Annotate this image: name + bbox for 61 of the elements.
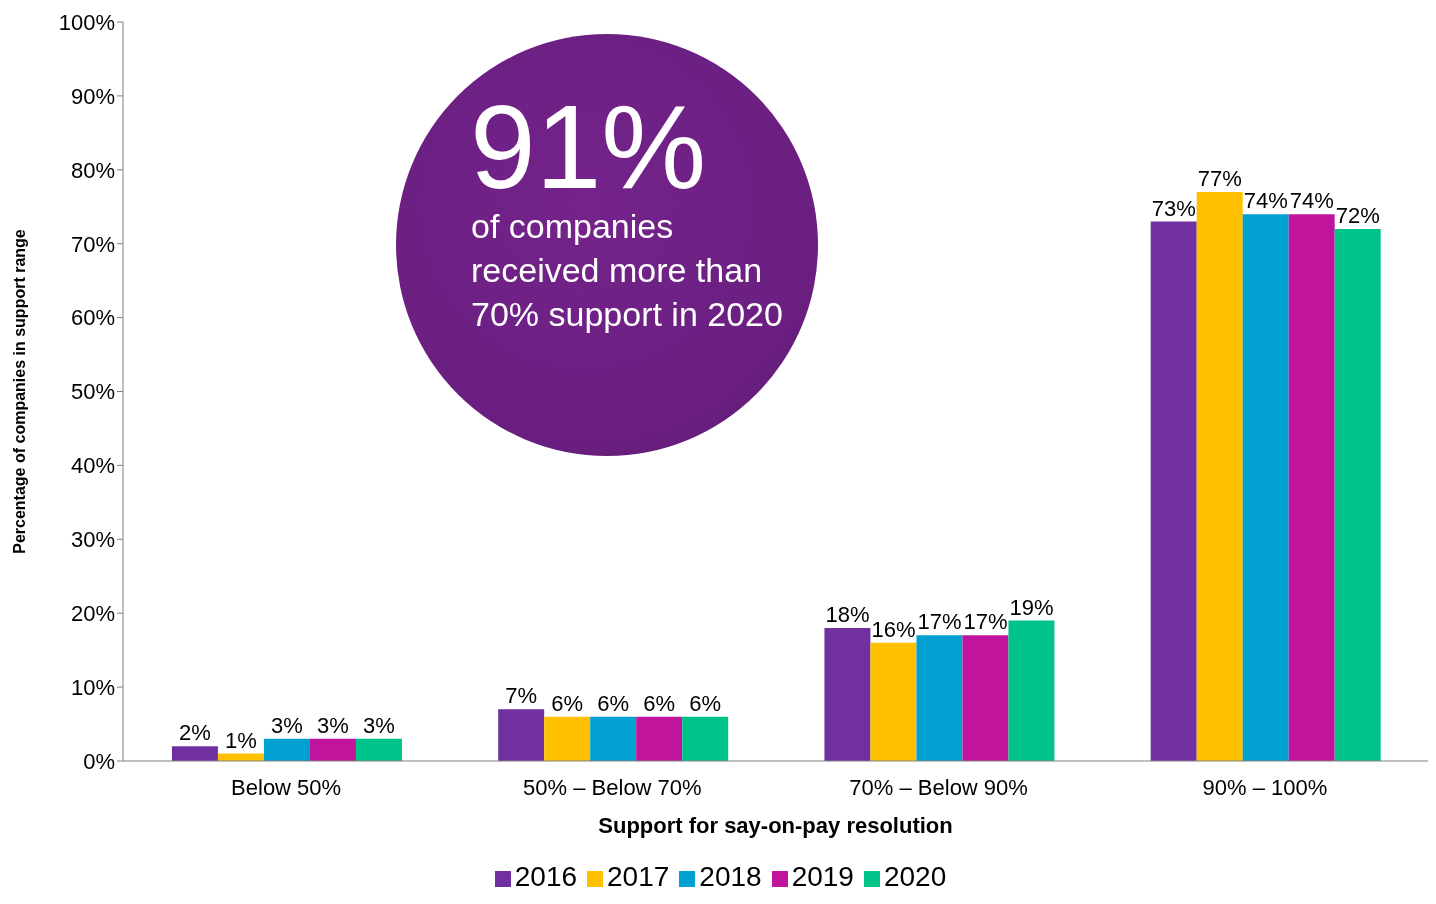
data-label: 77% xyxy=(1197,165,1242,191)
x-axis-title: Support for say-on-pay resolution xyxy=(598,813,953,838)
bar xyxy=(636,716,683,761)
bar xyxy=(1008,620,1055,761)
data-label: 74% xyxy=(1243,188,1288,214)
y-tick-label: 80% xyxy=(70,157,115,183)
data-label: 3% xyxy=(271,712,303,738)
data-label: 16% xyxy=(871,616,916,642)
data-label: 73% xyxy=(1151,195,1196,221)
bar xyxy=(1196,191,1243,761)
legend-label: 2017 xyxy=(607,861,670,892)
data-label: 6% xyxy=(551,690,584,716)
data-label: 1% xyxy=(225,727,257,753)
bar xyxy=(355,738,402,761)
legend-label: 2018 xyxy=(699,861,762,892)
data-label: 6% xyxy=(643,690,676,716)
x-tick-label: 70% – Below 90% xyxy=(849,774,1028,800)
y-tick-label: 90% xyxy=(70,83,115,109)
bar xyxy=(544,716,591,761)
y-tick-label: 100% xyxy=(58,9,115,35)
bar xyxy=(962,635,1009,761)
bar xyxy=(1242,214,1289,761)
x-tick-label: 90% – 100% xyxy=(1202,774,1328,800)
bar xyxy=(171,746,218,761)
bar xyxy=(498,709,545,761)
legend-label: 2019 xyxy=(791,861,854,892)
data-label: 17% xyxy=(917,609,962,635)
bar xyxy=(682,716,729,761)
bar xyxy=(309,738,356,761)
bar xyxy=(590,716,637,761)
bar xyxy=(870,642,917,761)
y-tick-label: 40% xyxy=(70,453,115,479)
y-tick-label: 10% xyxy=(70,674,115,700)
bar xyxy=(263,738,310,761)
data-label: 19% xyxy=(1009,594,1054,620)
data-label: 72% xyxy=(1335,202,1380,228)
y-tick-label: 60% xyxy=(70,305,115,331)
y-tick-label: 30% xyxy=(70,527,115,553)
data-label: 2% xyxy=(179,720,211,746)
data-label: 17% xyxy=(963,609,1008,635)
bar xyxy=(824,627,871,761)
y-tick-label: 20% xyxy=(70,601,115,627)
x-tick-label: 50% – Below 70% xyxy=(523,774,702,800)
data-label: 6% xyxy=(597,690,630,716)
x-tick-label: Below 50% xyxy=(231,774,342,800)
legend-label: 2020 xyxy=(883,861,947,892)
y-tick-label: 70% xyxy=(70,231,115,257)
data-label: 18% xyxy=(825,601,870,627)
bar xyxy=(1288,214,1335,761)
data-label: 3% xyxy=(317,712,349,738)
bar xyxy=(1334,228,1381,761)
bar xyxy=(1150,221,1197,761)
y-tick-label: 0% xyxy=(83,748,115,774)
data-label: 6% xyxy=(689,690,722,716)
data-label: 7% xyxy=(505,683,538,709)
y-axis-title: Percentage of companies in support range xyxy=(10,229,28,554)
data-label: 3% xyxy=(363,712,395,738)
legend-label: 2016 xyxy=(514,861,578,892)
data-label: 74% xyxy=(1289,188,1334,214)
y-tick-label: 50% xyxy=(70,379,115,405)
bar xyxy=(916,635,963,761)
